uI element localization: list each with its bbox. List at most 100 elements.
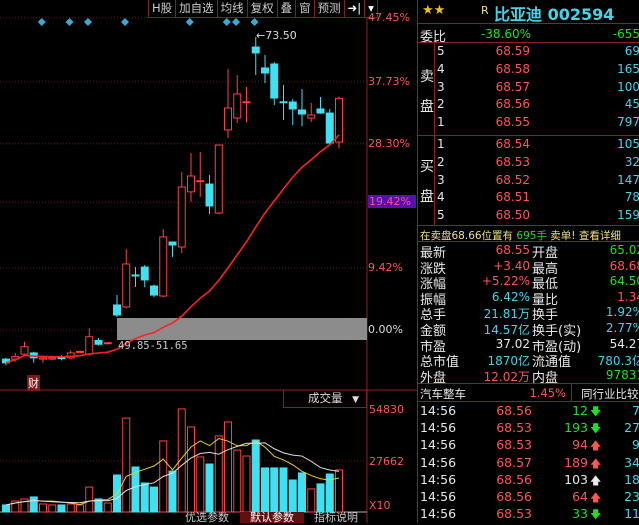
buy-volume: 147 bbox=[617, 172, 639, 187]
sell-price: 68.56 bbox=[495, 97, 530, 112]
sell-volume: 165 bbox=[617, 61, 639, 76]
large-order-notice[interactable]: 在卖盘68.66位置有 695手 卖单! 查看详细 bbox=[420, 228, 621, 243]
volume-bar-up bbox=[76, 504, 84, 513]
tick-volume: 64 bbox=[572, 489, 588, 504]
tick-count: 18 bbox=[624, 471, 639, 487]
chart-toolbar: H股 加自选 均线 复权 叠 窗 预测 ➜| ▾ bbox=[148, 0, 378, 18]
stat-label: 最新 bbox=[420, 246, 447, 261]
tick-count: 7 bbox=[632, 403, 639, 418]
volume-bar-up bbox=[85, 486, 94, 513]
volume-bar-up bbox=[48, 504, 57, 513]
stat-value: 68.55 bbox=[495, 243, 530, 257]
tab-default-params[interactable]: 默认参数 bbox=[240, 512, 304, 523]
candle-down bbox=[298, 109, 306, 115]
stat-value-right: 1.92% bbox=[605, 305, 639, 320]
sell-price: 68.58 bbox=[495, 61, 530, 76]
buy-side-label: 买盘 bbox=[420, 152, 434, 212]
tab-indicator-help[interactable]: 指标说明 bbox=[314, 512, 358, 523]
buy-volume: 159 bbox=[617, 208, 639, 223]
volume-axis-unit: X10 bbox=[369, 499, 391, 512]
candle-up bbox=[242, 101, 251, 104]
candle-up bbox=[224, 107, 232, 131]
candle-down bbox=[325, 112, 334, 144]
candle-up bbox=[103, 342, 112, 345]
signal-diamond-icon bbox=[222, 18, 231, 26]
volume-bar-down bbox=[150, 486, 158, 513]
arrow-down-icon: 🡇 bbox=[590, 405, 602, 418]
stat-label-right: 量比 bbox=[532, 292, 559, 308]
finance-badge[interactable]: 财 bbox=[27, 375, 40, 391]
sell-level: 4 bbox=[437, 61, 445, 76]
arrow-right-bar-icon[interactable]: ➜| bbox=[345, 0, 366, 17]
candle-up bbox=[122, 263, 131, 308]
stat-label: 振幅 bbox=[420, 292, 447, 308]
arrow-up-icon: 🡅 bbox=[590, 473, 602, 487]
tick-price: 68.53 bbox=[496, 506, 532, 522]
chevron-down-icon: ▼ bbox=[352, 395, 360, 405]
volume-bar-down bbox=[279, 467, 288, 513]
tick-price: 68.57 bbox=[496, 454, 532, 470]
candle-up bbox=[85, 336, 94, 355]
tick-time: 14:56 bbox=[420, 471, 457, 487]
buy-price: 68.54 bbox=[495, 137, 530, 151]
toolbar-overlay[interactable]: 叠 bbox=[278, 0, 297, 17]
toolbar-forecast[interactable]: 预测 bbox=[315, 0, 345, 17]
sell-price: 68.55 bbox=[495, 115, 530, 130]
stat-value: 12.02万 bbox=[483, 369, 530, 384]
signal-diamond-icon bbox=[121, 18, 129, 26]
toolbar-window[interactable]: 窗 bbox=[296, 0, 315, 17]
tick-count: 27 bbox=[624, 420, 639, 436]
toolbar-hk-share[interactable]: H股 bbox=[149, 0, 177, 17]
candle-down bbox=[140, 266, 149, 281]
volume-bar-up bbox=[39, 503, 47, 513]
industry-compare-button[interactable]: 同行业比较 bbox=[581, 387, 639, 401]
stat-label-right: 市盈(动) bbox=[532, 339, 582, 355]
candle-up bbox=[307, 114, 316, 119]
candle-down bbox=[57, 357, 66, 360]
view-details-link[interactable]: 查看详细 bbox=[578, 230, 621, 242]
quote-panel: ★★ R 比亚迪 002594 委比 -38.60% -655 卖盘 5 68.… bbox=[417, 0, 639, 523]
kline-chart[interactable] bbox=[0, 0, 417, 523]
stat-label-right: 开盘 bbox=[532, 246, 559, 261]
buy-level: 2 bbox=[437, 154, 445, 169]
toolbar-adjust[interactable]: 复权 bbox=[248, 0, 278, 17]
tick-volume: 33 bbox=[572, 506, 588, 522]
tab-preferred-params[interactable]: 优选参数 bbox=[185, 512, 229, 523]
tick-volume: 94 bbox=[572, 437, 588, 453]
volume-bar-up bbox=[242, 455, 251, 513]
volume-bar-down bbox=[205, 463, 214, 513]
toolbar-add-watchlist[interactable]: 加自选 bbox=[176, 0, 218, 17]
sell-volume: 100 bbox=[617, 79, 639, 94]
stat-value-right: 68.68 bbox=[609, 258, 639, 273]
stat-label-right: 内盘 bbox=[532, 370, 559, 386]
volume-bar-up bbox=[196, 456, 205, 513]
moving-average-line bbox=[5, 134, 340, 364]
volume-indicator-select[interactable]: 成交量 ▼ bbox=[283, 390, 367, 408]
high-marker-value: 73.50 bbox=[265, 29, 297, 42]
high-marker: ←73.50 bbox=[256, 29, 297, 42]
candle-up bbox=[76, 350, 84, 353]
signal-diamond-icon bbox=[250, 18, 259, 26]
sell-level: 3 bbox=[437, 79, 445, 94]
signal-diamond-icon bbox=[185, 18, 194, 26]
toolbar-moving-average[interactable]: 均线 bbox=[218, 0, 248, 17]
candle-down bbox=[261, 67, 269, 74]
tick-volume: 193 bbox=[564, 420, 588, 436]
candle-down bbox=[316, 108, 325, 114]
volume-bar-down bbox=[261, 467, 269, 513]
pct-axis-label: 37.73% bbox=[368, 74, 410, 88]
sell-label-1: 卖 bbox=[420, 69, 434, 85]
dropdown-triangle-icon[interactable]: ▾ bbox=[368, 1, 374, 15]
pct-axis-label: 9.42% bbox=[368, 261, 403, 275]
volume-bar-down bbox=[140, 482, 149, 513]
candle-down bbox=[113, 304, 121, 316]
volume-bar-up bbox=[224, 421, 232, 513]
tick-volume: 12 bbox=[572, 403, 588, 418]
stat-value-right: 64.50 bbox=[609, 274, 639, 289]
buy-volume: 32 bbox=[624, 154, 639, 169]
candle-up bbox=[214, 144, 223, 214]
sell-level: 1 bbox=[437, 115, 445, 130]
stat-label-right: 换手(实) bbox=[532, 324, 582, 339]
volume-bar-up bbox=[11, 500, 20, 513]
stat-value: 1870亿 bbox=[487, 354, 530, 369]
